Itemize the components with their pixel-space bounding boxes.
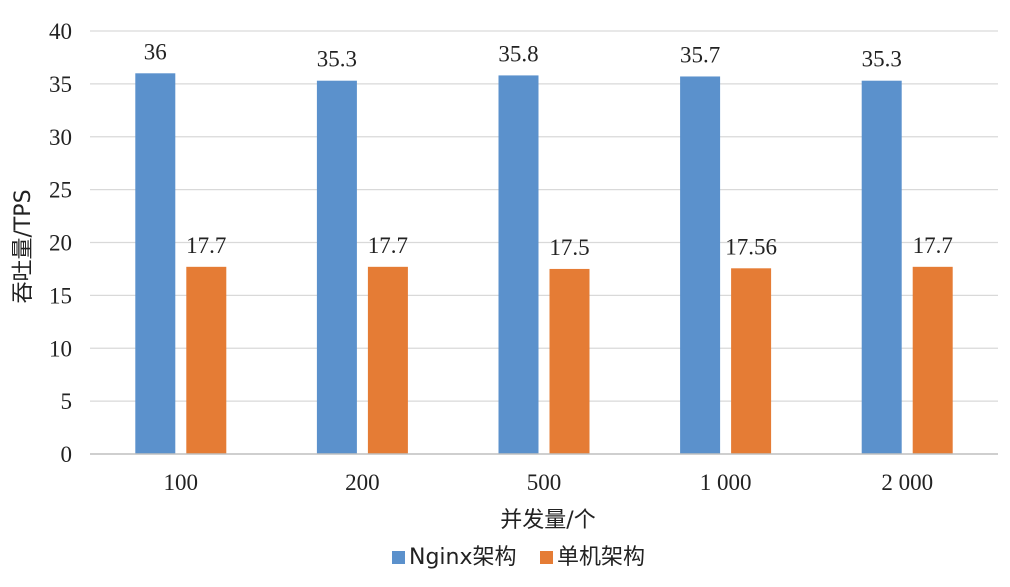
x-tick-label: 500 — [527, 470, 562, 495]
y-tick-label: 30 — [49, 125, 72, 150]
bars — [135, 73, 953, 455]
data-label: 35.3 — [317, 47, 357, 72]
data-label: 35.3 — [862, 47, 902, 72]
data-label: 17.7 — [368, 233, 408, 258]
data-label: 36 — [144, 39, 167, 64]
y-tick-label: 10 — [49, 336, 72, 361]
y-axis-title: 吞吐量/TPS — [11, 189, 36, 303]
bar-standalone — [367, 266, 408, 454]
legend-label: 单机架构 — [557, 545, 645, 570]
y-tick-label: 15 — [49, 283, 72, 308]
y-tick-label: 20 — [49, 231, 72, 256]
gridlines — [90, 30, 998, 402]
x-tick-label: 1 000 — [700, 470, 752, 495]
legend-swatch — [392, 551, 405, 564]
bar-standalone — [912, 266, 953, 454]
y-tick-label: 0 — [61, 442, 73, 467]
x-tick-label: 2 000 — [881, 470, 933, 495]
x-axis-title: 并发量/个 — [500, 508, 595, 533]
bar-nginx — [498, 75, 539, 454]
bar-nginx — [135, 73, 176, 455]
bar-standalone — [549, 268, 590, 454]
y-tick-label: 25 — [49, 178, 72, 203]
data-label: 35.8 — [498, 41, 538, 66]
data-label: 17.7 — [913, 233, 953, 258]
y-tick-label: 40 — [49, 19, 72, 44]
y-tick-label: 35 — [49, 72, 72, 97]
x-tick-label: 200 — [345, 470, 380, 495]
bar-nginx — [861, 80, 902, 454]
bar-nginx — [680, 76, 721, 454]
data-labels: 36 17.7 35.3 17.7 35.8 17.5 35.7 17.56 35.3 17.7 — [144, 39, 953, 260]
y-axis-ticks: 0 5 10 15 20 25 30 35 40 — [49, 19, 72, 467]
x-tick-label: 100 — [164, 470, 199, 495]
legend: Nginx架构 单机架构 — [392, 545, 645, 570]
y-tick-label: 5 — [61, 389, 73, 414]
data-label: 17.5 — [549, 235, 589, 260]
bar-nginx — [316, 80, 357, 454]
data-label: 17.56 — [725, 234, 777, 259]
legend-label: Nginx架构 — [409, 545, 517, 570]
data-label: 35.7 — [680, 42, 720, 67]
legend-swatch — [540, 551, 553, 564]
bar-standalone — [731, 268, 772, 454]
bar-standalone — [186, 266, 227, 454]
x-axis-ticks: 100 200 500 1 000 2 000 — [164, 470, 934, 495]
data-label: 17.7 — [186, 233, 226, 258]
